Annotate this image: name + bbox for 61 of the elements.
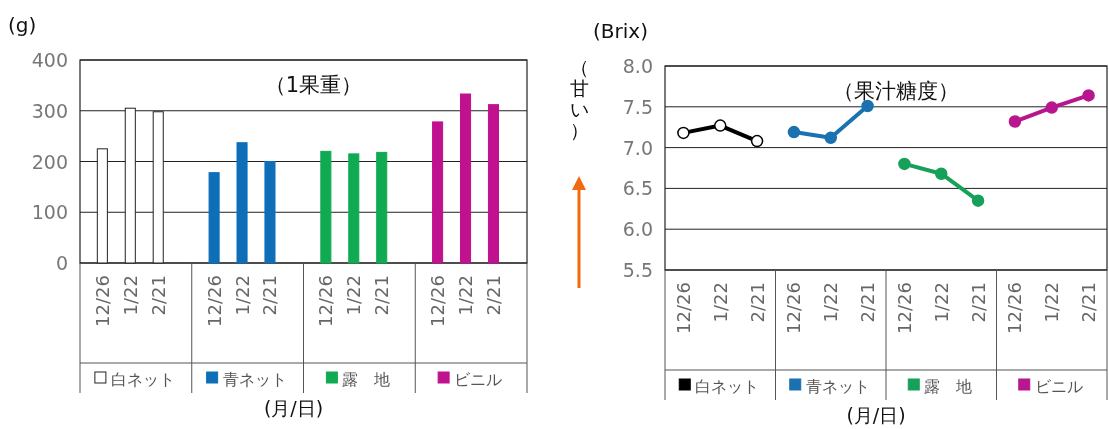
x-tick-label: 12/26 bbox=[1004, 282, 1026, 334]
point bbox=[898, 157, 911, 171]
y-tick-label: 100 bbox=[31, 201, 68, 224]
x-tick-label: 1/22 bbox=[709, 282, 731, 323]
x-tick-label: 2/21 bbox=[482, 275, 504, 316]
point bbox=[824, 131, 837, 145]
x-tick-label: 2/21 bbox=[1078, 282, 1100, 323]
y-tick-label: 7.5 bbox=[622, 95, 653, 118]
legend-label: ビニル bbox=[454, 370, 503, 389]
x-tick-label: 12/26 bbox=[315, 275, 337, 327]
point bbox=[1008, 115, 1022, 128]
point bbox=[971, 194, 985, 207]
text: （1果重） bbox=[264, 73, 363, 97]
point bbox=[714, 119, 727, 132]
legend-label: 青ネット bbox=[805, 377, 870, 396]
x-tick-label: 1/22 bbox=[820, 282, 842, 323]
point bbox=[750, 134, 764, 148]
legend-label: 白ネット bbox=[695, 377, 760, 396]
x-tick-label: 1/22 bbox=[343, 275, 365, 316]
x-tick-label: 12/26 bbox=[427, 275, 449, 327]
y-tick-label: 300 bbox=[31, 99, 68, 122]
x-tick-label: 2/21 bbox=[147, 275, 169, 316]
x-tick-label: 2/21 bbox=[259, 275, 281, 316]
x-tick-label: 2/21 bbox=[371, 275, 393, 316]
x-tick-label: 12/26 bbox=[203, 275, 225, 327]
x-tick-label: 12/26 bbox=[672, 282, 694, 334]
y-tick-label: 400 bbox=[31, 49, 68, 71]
x-tick-label: 1/22 bbox=[1041, 282, 1063, 323]
text: （甘い） bbox=[569, 56, 589, 141]
y-tick-label: 200 bbox=[31, 150, 68, 173]
legend-label: 露 地 bbox=[924, 377, 973, 396]
y-tick-label: 6.0 bbox=[622, 218, 653, 241]
legend-label: 青ネット bbox=[222, 370, 287, 389]
y-tick-label: 5.5 bbox=[622, 259, 653, 281]
y-axis-title: (Brix) bbox=[593, 19, 648, 43]
point bbox=[677, 126, 690, 140]
point bbox=[1082, 89, 1095, 102]
y-tick-label: 7.0 bbox=[622, 136, 653, 159]
y-tick-label: 8.0 bbox=[622, 55, 653, 77]
x-tick-label: 1/22 bbox=[455, 275, 477, 316]
x-tick-label: 12/26 bbox=[893, 282, 915, 334]
y-tick-label: 0 bbox=[55, 252, 68, 274]
point bbox=[787, 125, 801, 139]
x-tick-label: 2/21 bbox=[857, 282, 879, 323]
x-tick-label: 1/22 bbox=[231, 275, 253, 316]
y-axis-title: (g) bbox=[8, 13, 37, 37]
x-tick-label: 12/26 bbox=[91, 275, 113, 327]
legend-label: 白ネット bbox=[110, 370, 175, 389]
point bbox=[1045, 101, 1058, 114]
text: （果汁糖度） bbox=[833, 79, 959, 103]
x-tick-label: 1/22 bbox=[119, 275, 141, 316]
point bbox=[935, 167, 948, 180]
x-tick-label: 12/26 bbox=[783, 282, 805, 334]
legend-label: 露 地 bbox=[342, 370, 391, 389]
x-axis-title: (月/日) bbox=[846, 404, 906, 426]
legend-label: ビニル bbox=[1034, 377, 1083, 396]
x-axis-title: (月/日) bbox=[263, 397, 324, 419]
y-tick-label: 6.5 bbox=[622, 177, 653, 200]
x-tick-label: 1/22 bbox=[930, 282, 952, 323]
x-tick-label: 2/21 bbox=[746, 282, 768, 323]
x-tick-label: 2/21 bbox=[967, 282, 989, 323]
